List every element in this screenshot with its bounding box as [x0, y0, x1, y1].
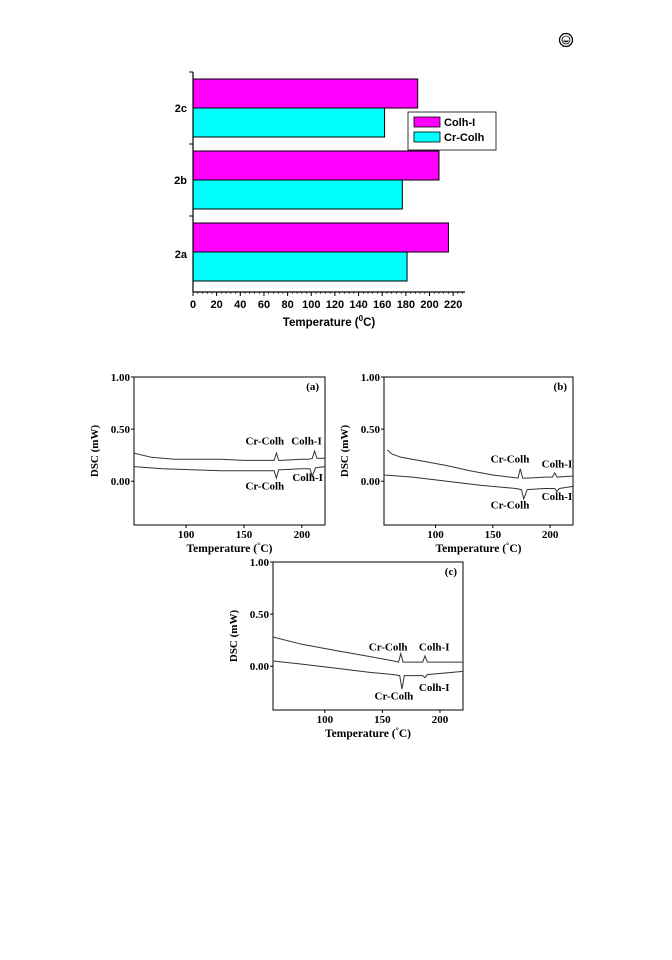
legend-swatch-cr-colh	[413, 131, 441, 143]
x-tick-label: 100	[178, 529, 195, 541]
peak-annotation: Colh-I	[419, 682, 450, 694]
dsc-curve-cooling	[383, 474, 574, 501]
x-tick-label: 200	[420, 299, 438, 311]
plot-frame	[383, 376, 574, 526]
x-tick-label: 140	[349, 299, 367, 311]
x-tick-label: 80	[281, 299, 293, 311]
y-tick-label: 1.00	[111, 372, 131, 384]
bar-plot-area	[192, 78, 449, 282]
category-label-2a: 2a	[175, 249, 188, 261]
dsc-curve-heating	[133, 449, 325, 461]
dsc-plot-b: 0.00 0.50 1.00 100 150 200 Cr-Colh Colh-I Cr-Col…	[339, 372, 574, 555]
peak-annotation: Colh-I	[542, 459, 573, 471]
bar-2b-cr-colh	[192, 179, 403, 210]
peak-annotation: Colh-I	[419, 642, 450, 654]
y-tick-label: 0.50	[250, 609, 270, 621]
x-tick-label: 150	[374, 714, 391, 726]
x-tick-label: 220	[444, 299, 462, 311]
x-tick-label: 120	[326, 299, 344, 311]
bar-2a-cr-colh	[192, 251, 408, 282]
y-axis-label: DSC (mW)	[228, 610, 240, 663]
peak-annotation: Cr-Colh	[491, 499, 530, 511]
y-tick-label: 1.00	[250, 557, 270, 569]
y-tick-label: 0.00	[361, 476, 381, 488]
y-axis-label: DSC (mW)	[339, 425, 351, 478]
bar-2c-cr-colh	[192, 107, 386, 138]
panel-label: (a)	[306, 381, 319, 393]
x-tick-label: 100	[317, 714, 334, 726]
bar-2b-colh-i	[192, 150, 440, 181]
peak-annotation: Cr-Colh	[491, 453, 530, 465]
peak-annotation: Colh-I	[542, 491, 573, 503]
dsc-curve-cooling	[133, 466, 326, 480]
x-tick-label: 200	[432, 714, 449, 726]
x-tick-label: 150	[236, 529, 253, 541]
category-label-2c: 2c	[175, 103, 187, 115]
x-tick-label: 0	[190, 299, 196, 311]
circled-logo-icon	[558, 32, 574, 48]
panel-label: (b)	[554, 381, 568, 393]
x-tick-label: 180	[397, 299, 415, 311]
x-axis-label: Temperature (0C)	[283, 314, 376, 329]
dsc-curve-heating	[272, 636, 463, 663]
x-tick-label: 100	[427, 529, 444, 541]
x-tick-label: 160	[373, 299, 391, 311]
y-axis-label: DSC (mW)	[89, 425, 101, 478]
x-axis-label: Temperature (°C)	[436, 541, 522, 555]
x-axis-label: Temperature (°C)	[187, 541, 273, 555]
peak-annotation: Colh-I	[292, 472, 323, 484]
y-tick-label: 0.00	[250, 661, 270, 673]
legend-label-cr-colh: Cr-Colh	[444, 132, 485, 144]
peak-annotation: Cr-Colh	[245, 436, 284, 448]
y-tick-label: 0.50	[361, 424, 381, 436]
x-tick-label: 100	[302, 299, 320, 311]
plot-frame	[133, 376, 326, 526]
legend: Colh-I Cr-Colh	[407, 111, 497, 151]
peak-annotation: Cr-Colh	[245, 481, 284, 493]
x-tick-label: 40	[234, 299, 246, 311]
dsc-plot-a: 0.00 0.50 1.00 100 150 200 Cr-Colh Colh-I Cr-Col…	[89, 372, 326, 555]
legend-label-colh-i: Colh-I	[444, 117, 475, 129]
legend-swatch-colh-i	[413, 116, 441, 128]
peak-annotation: Cr-Colh	[369, 642, 408, 654]
category-label-2b: 2b	[174, 175, 187, 187]
x-axis-label: Temperature (°C)	[325, 726, 411, 740]
bar-2a-colh-i	[192, 222, 449, 253]
y-tick-label: 0.00	[111, 476, 131, 488]
x-tick-label: 200	[542, 529, 559, 541]
bar-chart: 2a 2b 2c 0 20 40 60 80 100 120 140 160 180 200 220 Temp…	[174, 71, 497, 329]
x-tick-label: 150	[485, 529, 502, 541]
y-tick-label: 1.00	[361, 372, 381, 384]
dsc-curve-cooling	[272, 660, 464, 690]
x-tick-label: 20	[211, 299, 223, 311]
dsc-plot-c: 0.00 0.50 1.00 100 150 200 Cr-Colh Colh-I Cr-Col…	[228, 557, 464, 740]
peak-annotation: Colh-I	[291, 436, 322, 448]
y-tick-label: 0.50	[111, 424, 131, 436]
peak-annotation: Cr-Colh	[375, 691, 414, 703]
x-tick-label: 60	[258, 299, 270, 311]
panel-label: (c)	[445, 566, 458, 578]
dsc-curve-heating	[387, 449, 574, 479]
x-tick-label: 200	[294, 529, 311, 541]
plot-frame	[272, 561, 464, 711]
